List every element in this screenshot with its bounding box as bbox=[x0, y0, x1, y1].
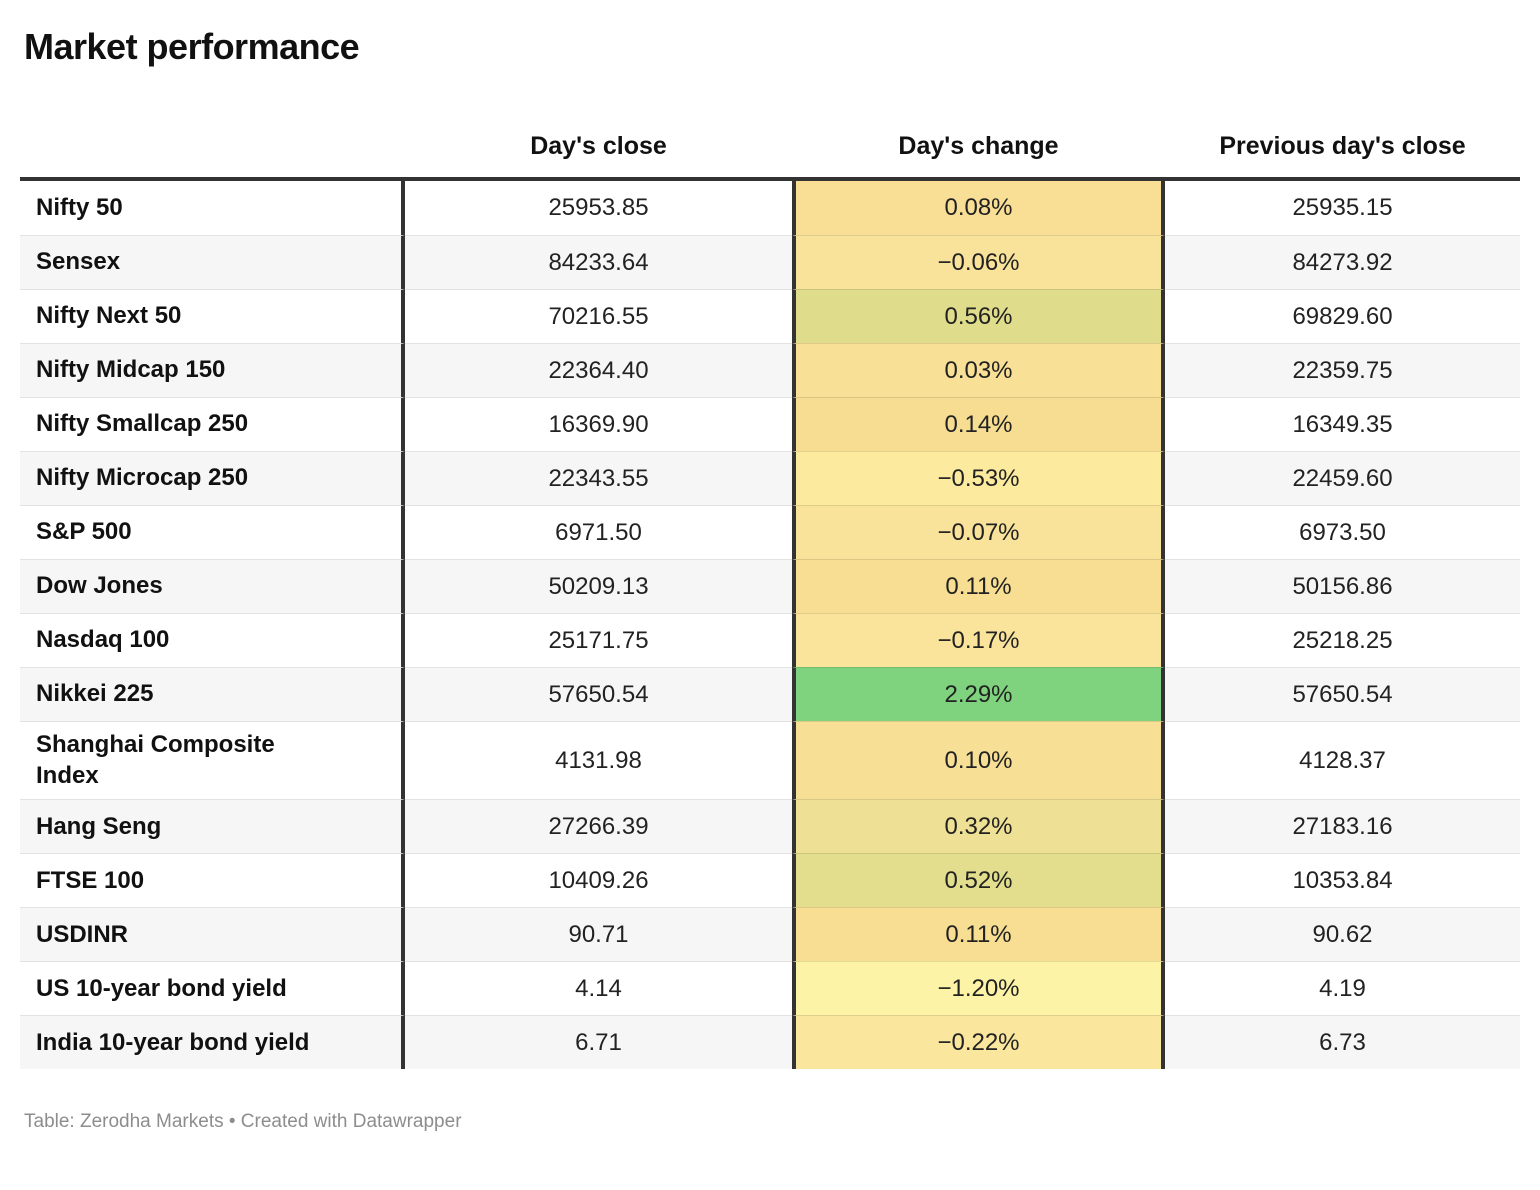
row-label: Nifty Smallcap 250 bbox=[20, 397, 405, 451]
days-close-value: 6.71 bbox=[405, 1015, 792, 1069]
days-change-value: 0.52% bbox=[792, 853, 1165, 908]
row-label: Nikkei 225 bbox=[20, 667, 405, 721]
table-row: Nifty Smallcap 250 16369.90 0.14% 16349.35 bbox=[20, 397, 1520, 451]
row-label: US 10-year bond yield bbox=[20, 961, 405, 1016]
prev-close-value: 6973.50 bbox=[1165, 505, 1520, 559]
attribution-footer: Table: Zerodha Markets • Created with Da… bbox=[24, 1111, 462, 1133]
days-change-value: 2.29% bbox=[792, 667, 1165, 721]
days-close-value: 90.71 bbox=[405, 907, 792, 961]
days-change-value: −0.17% bbox=[792, 613, 1165, 667]
prev-close-value: 57650.54 bbox=[1165, 667, 1520, 721]
table-body: Nifty 50 25953.85 0.08% 25935.15 Sensex 84233… bbox=[20, 181, 1520, 1070]
days-close-value: 84233.64 bbox=[405, 235, 792, 289]
table-row: US 10-year bond yield 4.14 −1.20% 4.19 bbox=[20, 961, 1520, 1016]
prev-close-value: 22359.75 bbox=[1165, 343, 1520, 397]
days-close-value: 22343.55 bbox=[405, 451, 792, 505]
column-header-previous-days-close: Previous day's close bbox=[1219, 132, 1466, 160]
prev-close-value: 25218.25 bbox=[1165, 613, 1520, 667]
row-label: Nifty Midcap 150 bbox=[20, 343, 405, 397]
days-close-value: 50209.13 bbox=[405, 559, 792, 613]
days-change-value: 0.08% bbox=[792, 181, 1165, 235]
row-label: Nasdaq 100 bbox=[20, 613, 405, 667]
days-change-value: 0.11% bbox=[792, 559, 1165, 613]
days-change-value: −0.06% bbox=[792, 235, 1165, 289]
days-change-value: 0.11% bbox=[792, 907, 1165, 962]
prev-close-value: 4128.37 bbox=[1165, 721, 1520, 799]
row-label: India 10-year bond yield bbox=[20, 1015, 405, 1070]
column-header-days-close: Day's close bbox=[530, 132, 667, 160]
prev-close-value: 22459.60 bbox=[1165, 451, 1520, 505]
prev-close-value: 4.19 bbox=[1165, 961, 1520, 1015]
days-change-value: −1.20% bbox=[792, 961, 1165, 1016]
prev-close-value: 10353.84 bbox=[1165, 853, 1520, 907]
days-close-value: 22364.40 bbox=[405, 343, 792, 397]
row-label: Nifty Microcap 250 bbox=[20, 451, 405, 505]
prev-close-value: 50156.86 bbox=[1165, 559, 1520, 613]
table-header-row: Day's close Day's change Previous day's … bbox=[20, 132, 1520, 181]
prev-close-value: 84273.92 bbox=[1165, 235, 1520, 289]
prev-close-value: 6.73 bbox=[1165, 1015, 1520, 1069]
table-row: USDINR 90.71 0.11% 90.62 bbox=[20, 907, 1520, 962]
table-row: Nasdaq 100 25171.75 −0.17% 25218.25 bbox=[20, 613, 1520, 667]
row-label: Nifty 50 bbox=[20, 181, 405, 235]
row-label: Sensex bbox=[20, 235, 405, 289]
row-label: Dow Jones bbox=[20, 559, 405, 613]
row-label: Hang Seng bbox=[20, 799, 405, 854]
days-close-value: 10409.26 bbox=[405, 853, 792, 907]
table-row: FTSE 100 10409.26 0.52% 10353.84 bbox=[20, 853, 1520, 908]
page-title: Market performance bbox=[24, 26, 360, 67]
table-row: Nifty Midcap 150 22364.40 0.03% 22359.75 bbox=[20, 343, 1520, 397]
days-close-value: 70216.55 bbox=[405, 289, 792, 343]
days-close-value: 16369.90 bbox=[405, 397, 792, 451]
days-change-value: 0.32% bbox=[792, 799, 1165, 854]
table-row: Nikkei 225 57650.54 2.29% 57650.54 bbox=[20, 667, 1520, 721]
table-row: Nifty Microcap 250 22343.55 −0.53% 22459.60 bbox=[20, 451, 1520, 505]
table-row: Hang Seng 27266.39 0.32% 27183.16 bbox=[20, 799, 1520, 854]
days-close-value: 25171.75 bbox=[405, 613, 792, 667]
row-label: FTSE 100 bbox=[20, 853, 405, 908]
prev-close-value: 90.62 bbox=[1165, 907, 1520, 961]
table-row: Nifty Next 50 70216.55 0.56% 69829.60 bbox=[20, 289, 1520, 343]
days-change-value: 0.14% bbox=[792, 397, 1165, 451]
days-change-value: −0.53% bbox=[792, 451, 1165, 505]
days-change-value: 0.56% bbox=[792, 289, 1165, 343]
days-close-value: 25953.85 bbox=[548, 194, 649, 221]
table-row: Sensex 84233.64 −0.06% 84273.92 bbox=[20, 235, 1520, 289]
days-change-value: −0.22% bbox=[792, 1015, 1165, 1070]
days-change-value: 0.03% bbox=[792, 343, 1165, 397]
table-row: Shanghai Composite Index 4131.98 0.10% 4128… bbox=[20, 721, 1520, 800]
days-close-value: 6971.50 bbox=[405, 505, 792, 559]
days-change-value: 0.10% bbox=[792, 721, 1165, 800]
column-header-days-change: Day's change bbox=[898, 132, 1059, 160]
days-close-value: 57650.54 bbox=[405, 667, 792, 721]
row-label: USDINR bbox=[20, 907, 405, 962]
days-close-value: 27266.39 bbox=[405, 799, 792, 853]
table-row: India 10-year bond yield 6.71 −0.22% 6.73 bbox=[20, 1015, 1520, 1070]
days-change-value: −0.07% bbox=[792, 505, 1165, 559]
table-row: S&P 500 6971.50 −0.07% 6973.50 bbox=[20, 505, 1520, 559]
prev-close-value: 16349.35 bbox=[1165, 397, 1520, 451]
table-row: Dow Jones 50209.13 0.11% 50156.86 bbox=[20, 559, 1520, 613]
table-row: Nifty 50 25953.85 0.08% 25935.15 bbox=[20, 181, 1520, 235]
prev-close-value: 27183.16 bbox=[1165, 799, 1520, 853]
prev-close-value: 25935.15 bbox=[1292, 194, 1393, 221]
prev-close-value: 69829.60 bbox=[1165, 289, 1520, 343]
row-label: Nifty Next 50 bbox=[20, 289, 405, 343]
days-close-value: 4131.98 bbox=[405, 721, 792, 799]
days-close-value: 4.14 bbox=[405, 961, 792, 1015]
row-label: S&P 500 bbox=[20, 505, 405, 559]
row-label: Shanghai Composite Index bbox=[20, 721, 405, 800]
